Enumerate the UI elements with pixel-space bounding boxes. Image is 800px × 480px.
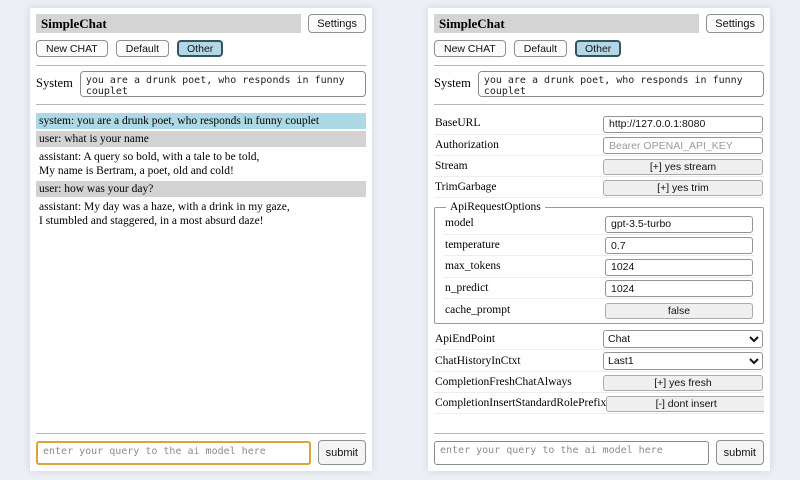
session-buttons: New CHAT Default Other <box>36 40 366 57</box>
authorization-input[interactable] <box>603 137 763 154</box>
session-default-button[interactable]: Default <box>513 40 568 57</box>
temperature-input[interactable] <box>605 237 753 254</box>
max-tokens-input[interactable] <box>605 258 753 276</box>
system-label: System <box>36 76 73 90</box>
setting-row-trimgarbage: TrimGarbage [+] yes trim <box>434 177 764 198</box>
session-other-button[interactable]: Other <box>177 40 224 57</box>
query-row: submit <box>434 440 764 465</box>
cache-prompt-toggle-button[interactable]: false <box>605 302 753 319</box>
submit-button[interactable]: submit <box>715 440 764 465</box>
setting-row-chat-history: ChatHistoryInCtxt Last1 <box>434 350 764 372</box>
chat-history-label: ChatHistoryInCtxt <box>435 354 521 367</box>
setting-row-max-tokens: max_tokens <box>444 256 754 278</box>
divider <box>36 65 366 66</box>
trimgarbage-toggle-button[interactable]: [+] yes trim <box>603 180 763 196</box>
chat-message-system: system: you are a drunk poet, who respon… <box>36 113 366 129</box>
system-prompt-row: System you are a drunk poet, who respond… <box>36 71 366 97</box>
authorization-label: Authorization <box>435 138 499 151</box>
query-input[interactable] <box>36 440 311 465</box>
n-predict-label: n_predict <box>445 281 489 294</box>
setting-row-completion-fresh: CompletionFreshChatAlways [+] yes fresh <box>434 372 764 393</box>
cache-prompt-label: cache_prompt <box>445 303 511 316</box>
api-endpoint-select[interactable]: Chat <box>603 330 763 348</box>
app-title: SimpleChat <box>36 14 302 33</box>
chat-messages: system: you are a drunk poet, who respon… <box>36 113 366 428</box>
chat-message-assistant: assistant: My day was a haze, with a dri… <box>36 199 366 229</box>
api-request-options-fieldset: ApiRequestOptions model temperature max_… <box>434 201 764 324</box>
new-chat-button[interactable]: New CHAT <box>434 40 506 57</box>
divider <box>36 433 366 434</box>
query-row: submit <box>36 440 366 465</box>
chat-message-user: user: how was your day? <box>36 181 366 197</box>
new-chat-button[interactable]: New CHAT <box>36 40 108 57</box>
completion-insert-toggle-button[interactable]: [-] dont insert <box>606 396 764 412</box>
setting-row-baseurl: BaseURL <box>434 113 764 135</box>
completion-insert-label: CompletionInsertStandardRolePrefix <box>435 397 607 409</box>
setting-row-model: model <box>444 213 754 235</box>
model-input[interactable] <box>605 215 753 233</box>
stream-label: Stream <box>435 160 468 172</box>
divider <box>434 65 764 66</box>
completion-fresh-toggle-button[interactable]: [+] yes fresh <box>603 375 763 391</box>
setting-row-temperature: temperature <box>444 235 754 256</box>
submit-button[interactable]: submit <box>317 440 366 465</box>
settings-panel: SimpleChat Settings New CHAT Default Oth… <box>428 8 770 471</box>
chat-history-select[interactable]: Last1 <box>603 352 763 370</box>
completion-fresh-label: CompletionFreshChatAlways <box>435 376 572 388</box>
chat-message-assistant: assistant: A query so bold, with a tale … <box>36 149 366 179</box>
n-predict-input[interactable] <box>605 280 753 297</box>
titlebar: SimpleChat Settings <box>36 14 366 33</box>
setting-row-n-predict: n_predict <box>444 278 754 299</box>
divider <box>434 433 764 434</box>
session-buttons: New CHAT Default Other <box>434 40 764 57</box>
system-prompt-input[interactable]: you are a drunk poet, who responds in fu… <box>79 71 366 97</box>
baseurl-label: BaseURL <box>435 117 481 130</box>
baseurl-input[interactable] <box>603 115 763 133</box>
session-other-button[interactable]: Other <box>575 40 622 57</box>
setting-row-stream: Stream [+] yes stream <box>434 156 764 177</box>
system-prompt-input[interactable]: you are a drunk poet, who responds in fu… <box>477 71 764 97</box>
model-label: model <box>445 217 474 230</box>
system-label: System <box>434 76 471 90</box>
setting-row-cache-prompt: cache_prompt false <box>444 299 754 320</box>
settings-form: BaseURL Authorization Stream [+] yes str… <box>434 113 764 428</box>
setting-row-authorization: Authorization <box>434 135 764 156</box>
system-prompt-row: System you are a drunk poet, who respond… <box>434 71 764 97</box>
settings-button[interactable]: Settings <box>706 14 764 33</box>
app-title: SimpleChat <box>434 14 700 33</box>
stream-toggle-button[interactable]: [+] yes stream <box>603 159 763 175</box>
setting-row-api-endpoint: ApiEndPoint Chat <box>434 328 764 350</box>
api-endpoint-label: ApiEndPoint <box>435 332 496 345</box>
query-input[interactable] <box>434 440 709 465</box>
divider <box>36 104 366 105</box>
trimgarbage-label: TrimGarbage <box>435 181 497 193</box>
temperature-label: temperature <box>445 238 500 251</box>
max-tokens-label: max_tokens <box>445 260 501 273</box>
titlebar: SimpleChat Settings <box>434 14 764 33</box>
divider <box>434 104 764 105</box>
session-default-button[interactable]: Default <box>115 40 170 57</box>
setting-row-completion-insert: CompletionInsertStandardRolePrefix [-] d… <box>434 393 764 414</box>
chat-message-user: user: what is your name <box>36 131 366 147</box>
api-request-options-legend: ApiRequestOptions <box>450 201 541 213</box>
chat-panel: SimpleChat Settings New CHAT Default Oth… <box>30 8 372 471</box>
settings-button[interactable]: Settings <box>308 14 366 33</box>
